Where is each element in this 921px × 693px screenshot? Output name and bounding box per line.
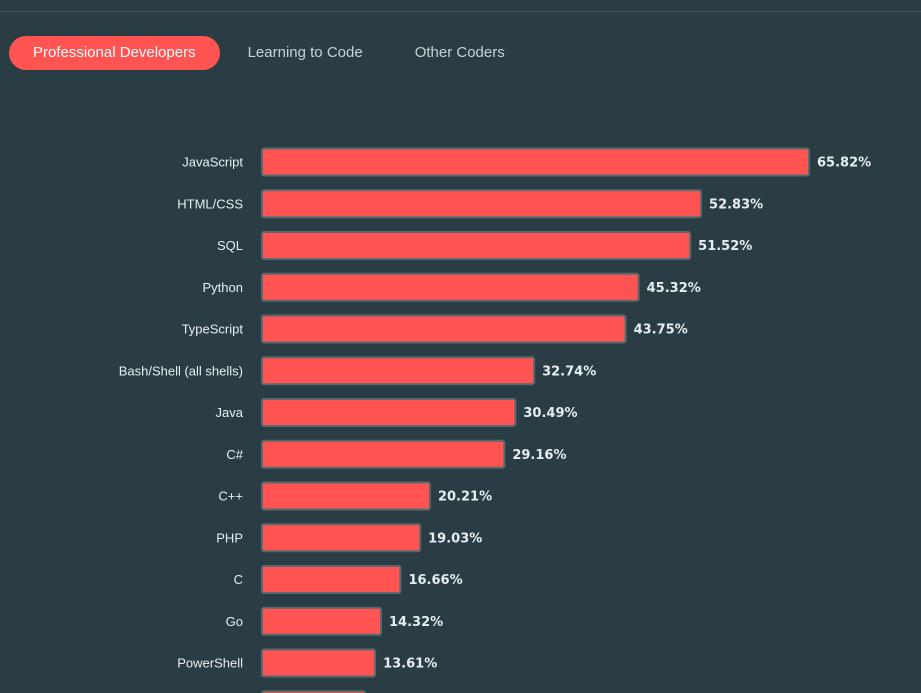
value-label-javascript: 65.82% [817, 156, 871, 171]
category-label-go: Go [226, 614, 243, 629]
top-divider [0, 11, 921, 12]
value-label-html-css: 52.83% [709, 197, 763, 212]
category-label-php: PHP [216, 530, 243, 545]
value-label-go: 14.32% [389, 615, 443, 630]
bar-c [261, 481, 431, 511]
bar-powershell [261, 648, 377, 678]
bar-html-css [261, 189, 703, 219]
value-label-c: 16.66% [408, 573, 462, 588]
value-label-java: 30.49% [523, 406, 577, 421]
category-label-python: Python [203, 280, 243, 295]
bar-sql [261, 231, 692, 260]
value-label-php: 19.03% [428, 531, 482, 546]
value-label-c: 29.16% [512, 448, 566, 463]
value-label-sql: 51.52% [698, 239, 752, 254]
tab-learning-to-code[interactable]: Learning to Code [247, 44, 363, 61]
bar-java [261, 398, 517, 427]
category-label-powershell: PowerShell [177, 656, 243, 671]
value-label-python: 45.32% [647, 281, 701, 296]
bar-c [261, 565, 402, 594]
audience-tabs: Professional Developers Learning to Code… [9, 36, 529, 70]
tab-professional-developers[interactable]: Professional Developers [9, 36, 220, 70]
category-label-bash-shell-all-shells: Bash/Shell (all shells) [119, 363, 243, 378]
category-label-c: C++ [218, 489, 243, 504]
category-label-html-css: HTML/CSS [177, 196, 243, 211]
bar-php [261, 523, 422, 553]
category-label-javascript: JavaScript [182, 155, 243, 170]
bar-c [261, 439, 506, 469]
bar-bash-shell-all-shells [261, 356, 536, 386]
category-label-c: C# [226, 447, 243, 462]
value-label-typescript: 43.75% [634, 323, 688, 338]
bar-python [261, 272, 640, 302]
category-label-c: C [234, 572, 243, 587]
tab-other-coders[interactable]: Other Coders [414, 44, 505, 61]
value-label-powershell: 13.61% [383, 657, 437, 672]
category-label-typescript: TypeScript [182, 322, 244, 337]
value-label-bash-shell-all-shells: 32.74% [542, 364, 596, 379]
category-label-sql: SQL [217, 238, 243, 253]
bar-go [261, 606, 383, 636]
bar-typescript [261, 314, 627, 344]
value-label-c: 20.21% [438, 490, 492, 505]
bar-javascript [261, 147, 810, 177]
category-label-java: Java [216, 405, 244, 420]
